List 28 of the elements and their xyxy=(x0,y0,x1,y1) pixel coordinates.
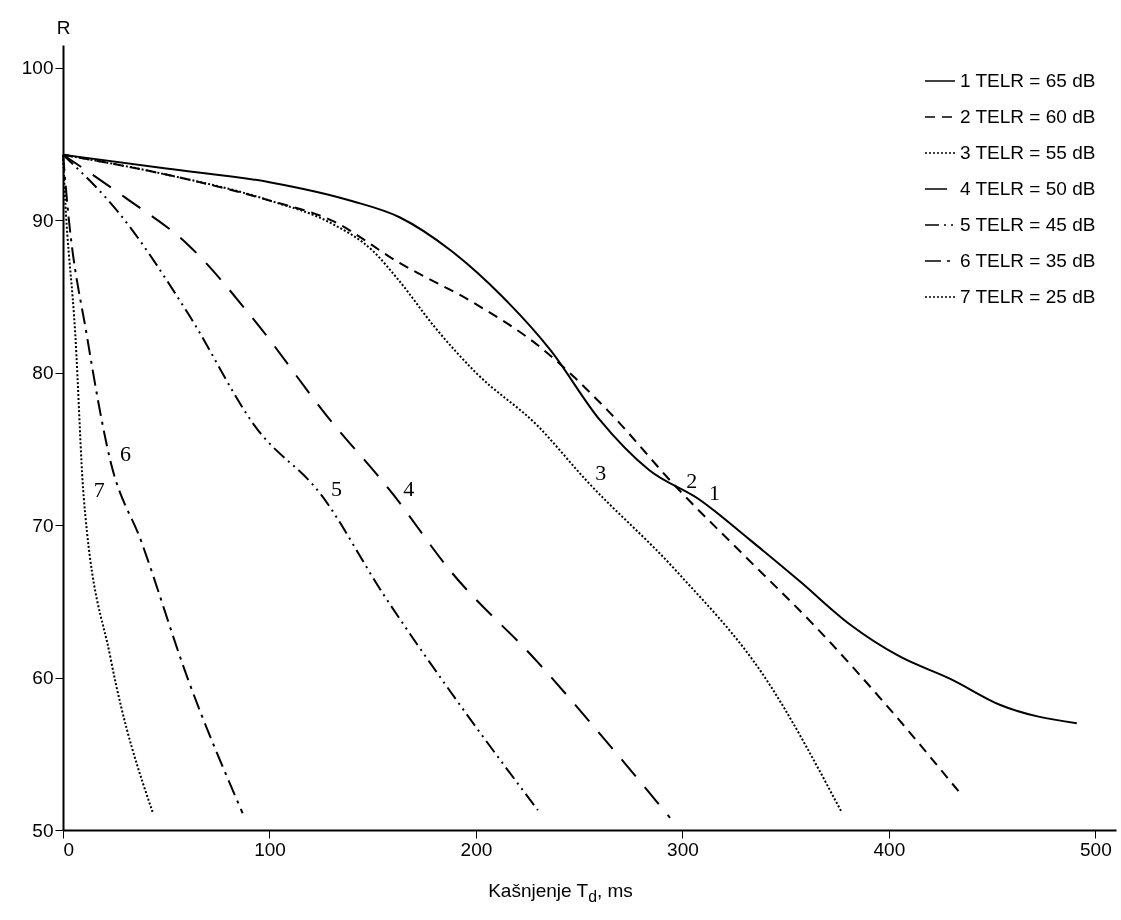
annotation: 6 xyxy=(120,440,132,466)
x-axis-title: Kašnjenje T$_{d}$, ms xyxy=(487,880,634,906)
legend-label: 6 TELR = 35 dB xyxy=(960,250,1096,271)
y-tick-label: 80 xyxy=(32,362,54,384)
y-tick-label: 50 xyxy=(32,819,54,841)
x-tick-label: 300 xyxy=(667,838,699,860)
y-tick-label: 100 xyxy=(21,57,54,79)
legend-label: 5 TELR = 45 dB xyxy=(960,214,1096,235)
y-tick-label: 70 xyxy=(32,514,54,536)
legend-label: 7 TELR = 25 dB xyxy=(960,286,1096,307)
annotation: 5 xyxy=(331,475,343,501)
legend-label: 4 TELR = 50 dB xyxy=(960,178,1096,199)
y-tick-label: 90 xyxy=(32,209,54,231)
annotation: 1 xyxy=(708,480,720,506)
y-tick-label: 60 xyxy=(32,667,54,689)
x-tick-label: 100 xyxy=(254,838,286,860)
x-tick-label: 500 xyxy=(1080,838,1112,860)
legend-label: 2 TELR = 60 dB xyxy=(960,106,1096,127)
x-tick-label: 0 xyxy=(63,838,75,860)
legend-label: 1 TELR = 65 dB xyxy=(960,70,1096,91)
annotation: 7 xyxy=(93,477,105,503)
y-axis-title: R xyxy=(56,16,71,38)
legend-label: 3 TELR = 55 dB xyxy=(960,142,1096,163)
x-tick-label: 400 xyxy=(873,838,906,860)
annotation: 3 xyxy=(595,460,607,486)
annotation: 2 xyxy=(686,468,698,494)
annotation: 4 xyxy=(403,475,415,501)
x-tick-label: 200 xyxy=(460,838,493,860)
